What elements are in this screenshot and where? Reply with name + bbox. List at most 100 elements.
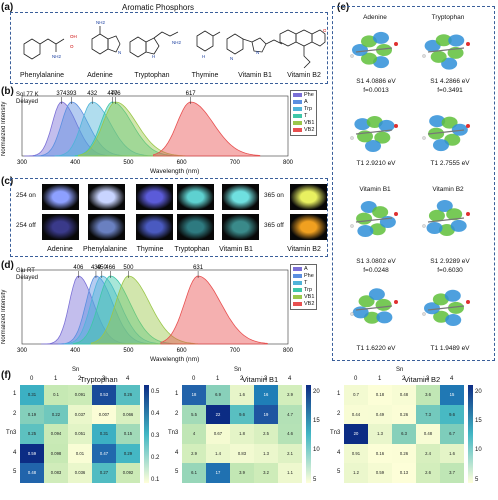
heatmap-cell: 3.6 [416,385,440,405]
panel-d-xtick: 300 [17,348,28,354]
panel-c-box [10,178,328,257]
heatmap-colorbar-tick: 10 [475,447,482,454]
panel-b-label: (b) [1,86,14,97]
panel-e-box [332,6,495,361]
heatmap-cell: 9.6 [440,404,464,424]
molecular-orbital-image [422,200,470,236]
heatmap-cell: 6.9 [206,385,230,405]
heatmap-cell: 22 [206,404,230,424]
molecular-orbital-image [422,289,470,327]
panel-d-legend-swatch [293,287,302,292]
svg-text:O: O [323,28,326,33]
orbital-title-tryptophan: Tryptophan [431,14,465,21]
molecular-orbital-image [350,116,398,152]
photo-name-vitamin-b2: Vitamin B2 [287,246,321,253]
heatmap-cell: 0.26 [116,385,140,405]
panel-b-legend-label: VB2 [304,127,315,133]
svg-text:OH: OH [70,34,77,39]
panel-d-legend-item: A [293,266,314,273]
molecule-structures: OH O O NH2 NH2 N H NH2 H N N [23,20,326,69]
panel-b-legend-label: Phe [304,92,314,98]
photo-name-thymine: Thymine [136,246,164,253]
panel-d-peak-label-5: 631 [193,265,204,271]
panel-b-legend-label: T [304,113,308,119]
molecular-orbital-image [350,31,398,69]
svg-text:O: O [70,44,74,49]
heatmap-cell: 19 [254,404,278,424]
heatmap-colorbar-tick: 0.1 [151,476,160,483]
panel-b-legend-swatch [293,99,302,104]
heatmap-colorbar-tick: 20 [475,389,482,395]
heatmap-cell: 1.6 [230,385,254,405]
heatmap-cell: 0.25 [20,424,44,444]
heatmap-cell: 9.6 [230,404,254,424]
heatmap-cell: 16 [254,385,278,405]
panel-b-legend-label: A [304,99,308,105]
panel-b-peak-label-3: 470 [107,91,118,97]
heatmap-cell: 0.31 [20,385,44,405]
panel-d-legend-swatch [293,301,302,306]
panel-d-legend-item: Trp [293,287,314,294]
heatmap-colorbar [306,385,311,483]
heatmap-col-index: 3 [264,376,268,382]
panel-b-xtick: 700 [230,160,241,166]
heatmap-row-index: 5 [13,469,17,475]
heatmap-cell: 1.4 [206,443,230,463]
heatmap-row-index: 1 [13,391,17,397]
heatmap-cell: 6.7 [440,424,464,444]
panel-b-curve-3 [74,101,182,157]
heatmap-row-index: 4 [175,449,179,456]
panel-d-legend-item: VB1 [293,294,314,301]
heatmap-cell: 2.1 [278,443,302,463]
panel-d-xlabel: Wavelength (nm) [150,356,200,363]
heatmap-row-index: 2 [175,410,179,417]
heatmap-cell: 0.83 [230,443,254,463]
phosphor-photo [177,214,214,240]
panel-d-legend: A Phe T Trp VB1 VB2 [290,264,318,310]
panel-d-xtick: 600 [177,348,188,354]
panel-d-legend-label: Phe [304,273,314,279]
label-365-on: 365 on [264,192,284,199]
heatmap-col-index: 1 [54,376,58,382]
panel-a-label: (a) [1,2,14,13]
molecular-orbital-image [422,34,470,70]
heatmap-cell: 0.094 [44,424,68,444]
heatmap-colorbar-tick: 0.2 [151,454,160,461]
svg-text:H: H [202,54,205,59]
heatmap-row-index: 4 [13,449,17,456]
panel-b-xtick: 800 [283,160,294,166]
heatmap-col-index: 0 [354,376,358,382]
panel-b-curve-4 [77,101,186,157]
heatmap-col-index: 2 [78,376,82,382]
panel-d-legend-label: VB1 [304,294,315,300]
panel-e-label: (e) [337,2,350,13]
heatmap-col-index: 1 [378,376,382,382]
molecular-orbital-image [350,201,398,238]
heatmap-cell: 0.037 [68,404,92,424]
heatmap-cell: 0.007 [92,404,116,424]
panel-b-legend-swatch [293,120,302,125]
orbital-title-vitamin-b1: Vitamin B1 [359,186,391,193]
heatmap-row-index: 1 [175,391,179,397]
vb1-t1-energy: T1 1.6220 eV [356,345,396,352]
panel-d-legend-label: T [304,280,308,286]
heatmap-cell: 0.53 [92,385,116,405]
heatmap-cell: 0.44 [344,404,368,424]
heatmap-cell: 3.2 [254,463,278,483]
heatmap-cell: 0.48 [20,463,44,483]
heatmap-row-index: 2 [337,410,341,417]
panel-d-legend-swatch [293,266,302,271]
heatmap-cell: 2.5 [254,424,278,444]
photo-name-phenylalanine: Phenylalanine [83,246,127,253]
panel-b-curve-2 [54,101,162,157]
photo-name-adenine: Adenine [47,246,73,253]
heatmap-cell: 0.22 [44,404,68,424]
panel-d-legend-item: Phe [293,273,314,280]
heatmap-cell: 0.15 [116,424,140,444]
svg-text:H: H [152,54,155,59]
panel-d-peak-label-0: 406 [73,265,84,271]
heatmap-cell: 0.7 [344,385,368,405]
label-365-off: 365 off [264,222,284,229]
label-254-on: 254 on [16,192,36,199]
